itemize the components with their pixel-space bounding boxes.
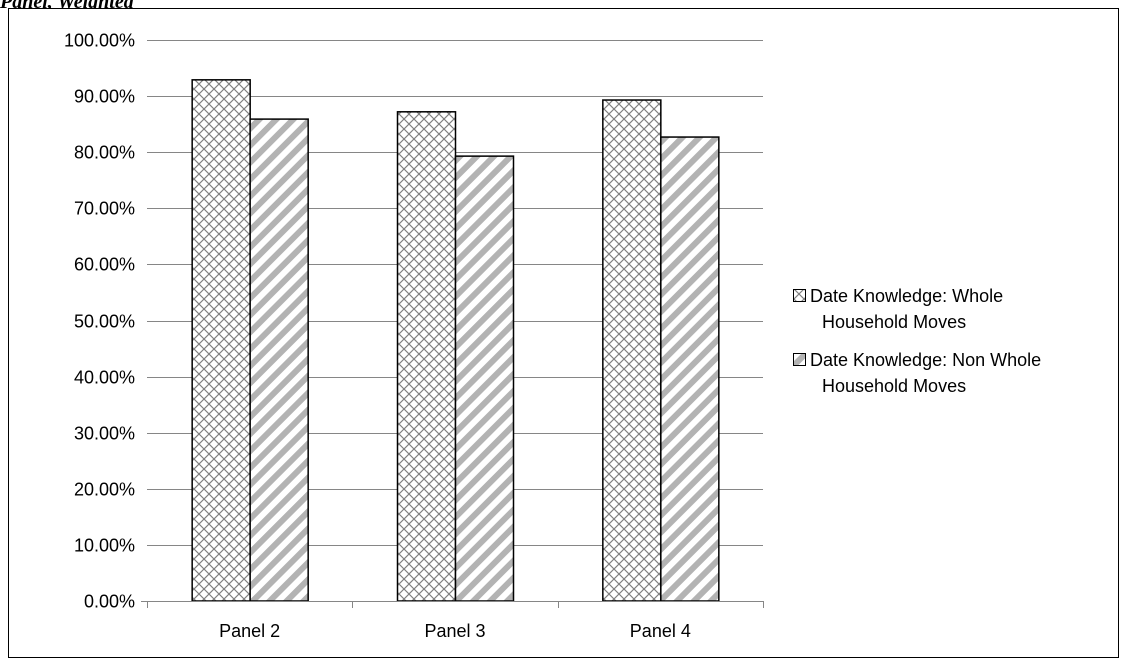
bar-whole-household bbox=[191, 79, 251, 602]
legend: Date Knowledge: Whole Household Moves Date… bbox=[793, 286, 1041, 396]
x-tick-label: Panel 3 bbox=[424, 621, 485, 641]
x-tick-label: Panel 2 bbox=[219, 621, 280, 641]
y-tick-label: 10.00% bbox=[74, 536, 135, 556]
y-tick-label: 60.00% bbox=[74, 255, 135, 275]
legend-swatch bbox=[793, 353, 806, 366]
legend-label: Date Knowledge: Whole Household Moves bbox=[810, 286, 1003, 332]
bars bbox=[191, 79, 720, 602]
x-axis bbox=[141, 601, 764, 608]
y-tick-label: 30.00% bbox=[74, 424, 135, 444]
bar-whole-household bbox=[602, 99, 662, 602]
y-tick-label: 80.00% bbox=[74, 143, 135, 163]
legend-swatch bbox=[793, 289, 806, 302]
x-tick-label: Panel 4 bbox=[630, 621, 691, 641]
y-tick-label: 0.00% bbox=[84, 592, 135, 612]
y-tick-label: 50.00% bbox=[74, 312, 135, 332]
bar-non-whole-household bbox=[249, 118, 309, 602]
y-tick-label: 90.00% bbox=[74, 87, 135, 107]
y-tick-label: 100.00% bbox=[64, 31, 135, 51]
y-tick-label: 40.00% bbox=[74, 368, 135, 388]
bar-whole-household bbox=[396, 111, 457, 602]
y-tick-label: 70.00% bbox=[74, 199, 135, 219]
legend-label: Date Knowledge: Non Whole Household Moves bbox=[810, 350, 1041, 396]
bar-non-whole-household bbox=[454, 155, 515, 602]
bar-non-whole-household bbox=[660, 136, 720, 602]
bar-chart: 0.00% 10.00% 20.00% 30.00% 40.00% 50.00% 60.00… bbox=[64, 31, 1041, 642]
y-tick-labels: 0.00% 10.00% 20.00% 30.00% 40.00% 50.00% 60.00… bbox=[64, 31, 135, 612]
y-tick-label: 20.00% bbox=[74, 480, 135, 500]
x-tick-labels: Panel 2 Panel 3 Panel 4 bbox=[219, 621, 691, 641]
chart-frame: 0.00% 10.00% 20.00% 30.00% 40.00% 50.00% 60.00… bbox=[8, 8, 1119, 658]
